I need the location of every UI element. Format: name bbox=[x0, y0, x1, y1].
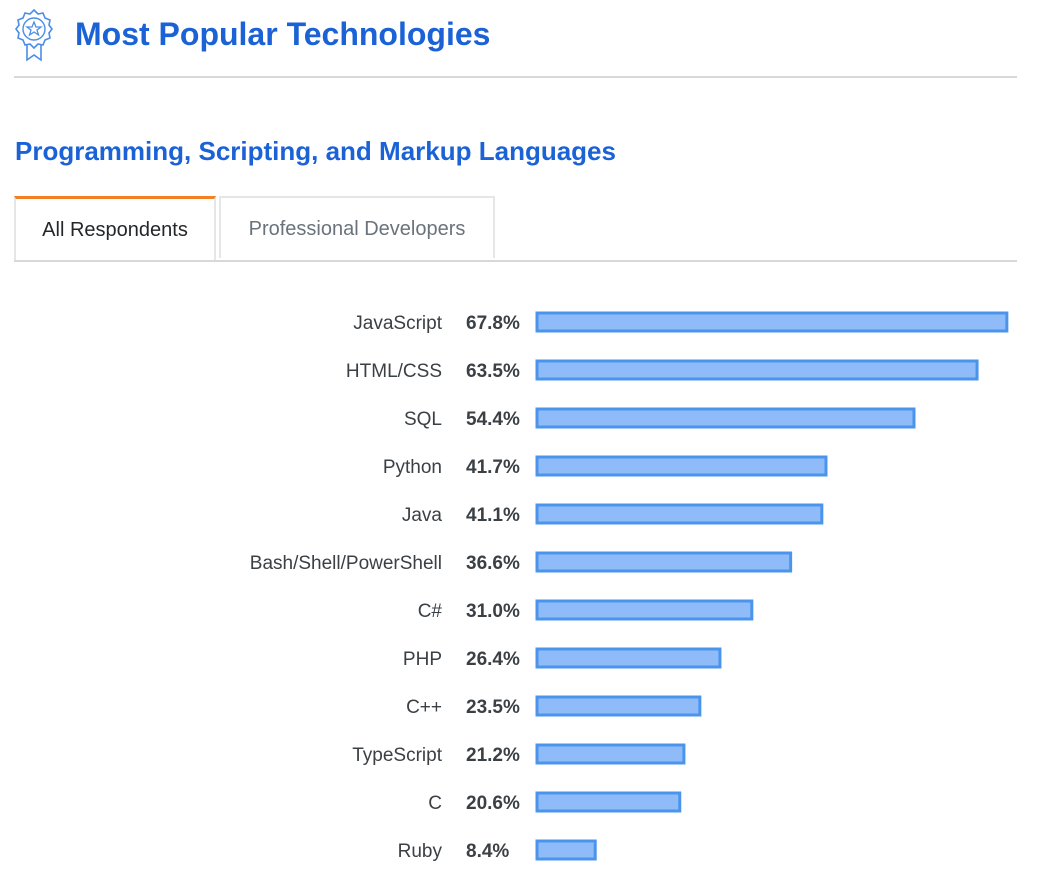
page-title: Most Popular Technologies bbox=[75, 16, 491, 52]
value-label-typescript: 21.2% bbox=[466, 745, 520, 766]
bar-typescript bbox=[535, 743, 686, 765]
value-label-c: 20.6% bbox=[466, 793, 520, 814]
bar-html-css bbox=[535, 359, 979, 381]
value-label-bash-shell-powershell: 36.6% bbox=[466, 553, 520, 574]
value-label-c-plus-plus: 23.5% bbox=[466, 697, 520, 718]
value-label-java: 41.1% bbox=[466, 505, 520, 526]
category-label-ruby: Ruby bbox=[398, 841, 443, 862]
category-label-java: Java bbox=[402, 505, 443, 526]
value-label-php: 26.4% bbox=[466, 649, 520, 670]
value-label-python: 41.7% bbox=[466, 457, 520, 478]
bar-bash-shell-powershell bbox=[535, 551, 793, 573]
bar-java bbox=[535, 503, 824, 525]
bar-c-sharp bbox=[535, 599, 754, 621]
category-label-html-css: HTML/CSS bbox=[346, 361, 442, 382]
value-label-sql: 54.4% bbox=[466, 409, 520, 430]
section-title: Programming, Scripting, and Markup Langu… bbox=[15, 136, 616, 166]
value-label-javascript: 67.8% bbox=[466, 313, 520, 334]
languages-bar-chart: JavaScript 67.8% HTML/CSS 63.5% SQL 54.4% Pyth… bbox=[250, 311, 1009, 862]
value-label-c-sharp: 31.0% bbox=[466, 601, 520, 622]
value-label-html-css: 63.5% bbox=[466, 361, 520, 382]
tab-professional-developers[interactable]: Professional Developers bbox=[219, 196, 495, 258]
category-label-php: PHP bbox=[403, 649, 442, 670]
tab-all-respondents[interactable]: All Respondents bbox=[14, 196, 216, 260]
category-label-sql: SQL bbox=[404, 409, 442, 430]
bar-sql bbox=[535, 407, 916, 429]
bar-javascript bbox=[535, 311, 1009, 333]
category-label-c-plus-plus: C++ bbox=[406, 697, 442, 718]
respondent-tabs: All Respondents Professional Developers bbox=[14, 196, 1017, 262]
page-header: Most Popular Technologies bbox=[14, 8, 1017, 78]
award-ribbon-icon bbox=[15, 8, 53, 62]
bar-python bbox=[535, 455, 828, 477]
category-label-javascript: JavaScript bbox=[353, 313, 442, 334]
value-label-ruby: 8.4% bbox=[466, 841, 509, 862]
category-label-c-sharp: C# bbox=[418, 601, 443, 622]
category-label-c: C bbox=[428, 793, 442, 814]
category-label-bash-shell-powershell: Bash/Shell/PowerShell bbox=[250, 553, 442, 574]
category-label-typescript: TypeScript bbox=[352, 745, 442, 766]
bar-c-plus-plus bbox=[535, 695, 702, 717]
bar-c bbox=[535, 791, 682, 813]
bar-php bbox=[535, 647, 722, 669]
category-label-python: Python bbox=[383, 457, 442, 478]
bar-ruby bbox=[535, 839, 597, 861]
